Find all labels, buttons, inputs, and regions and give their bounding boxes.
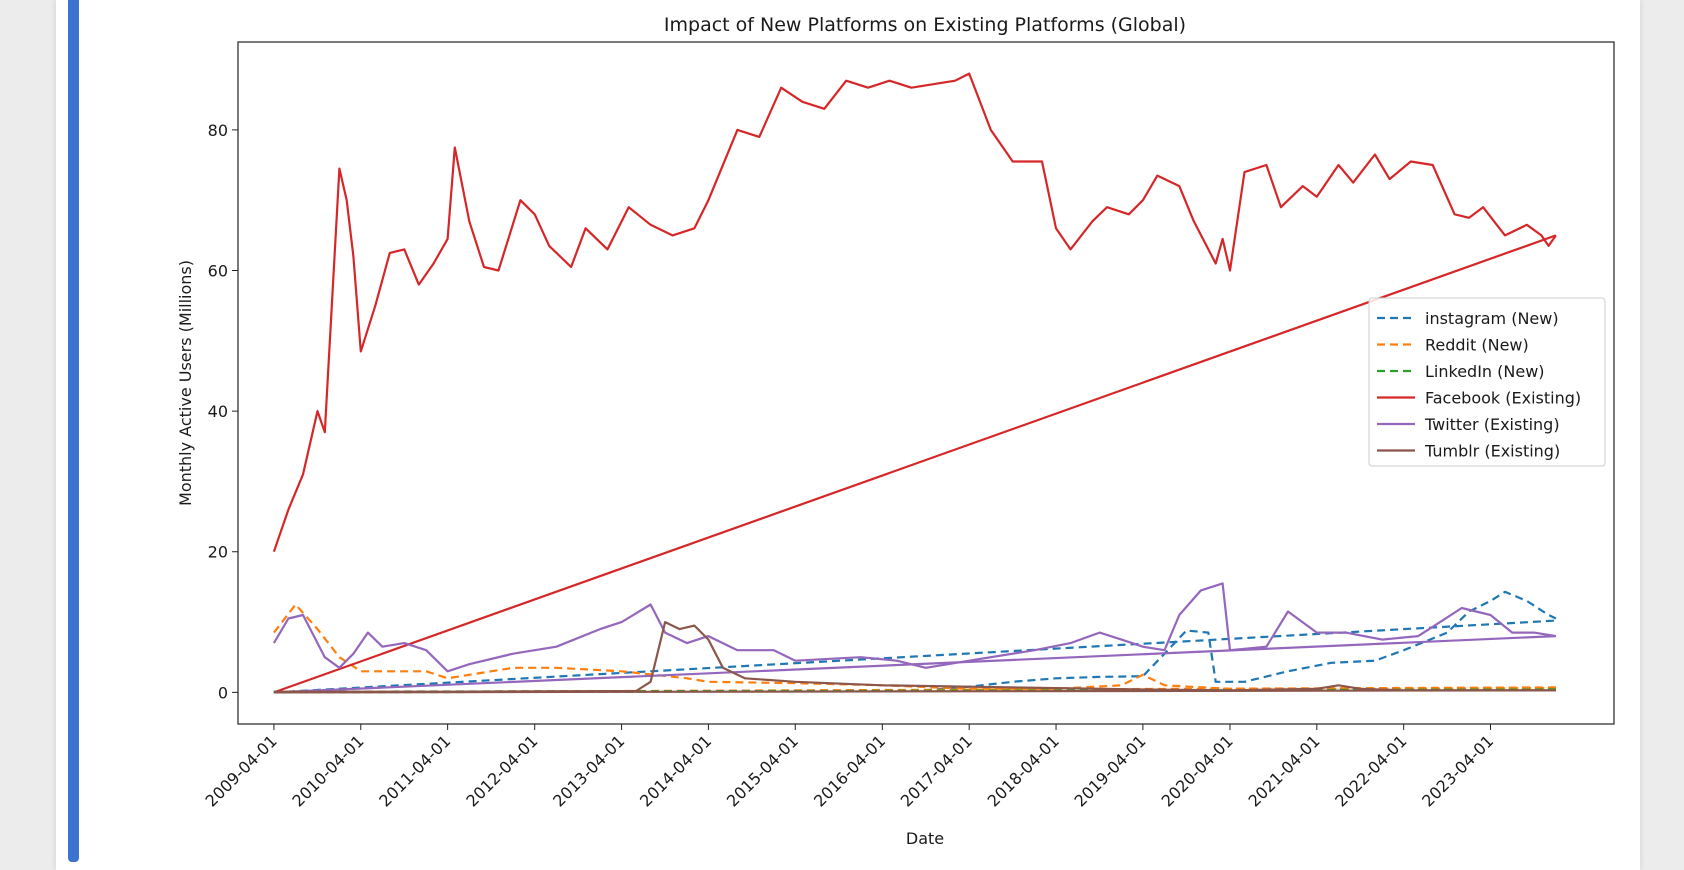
x-tick-label: 2020-04-01	[1158, 731, 1237, 810]
x-tick-label: 2013-04-01	[549, 731, 628, 810]
legend-label-tumblr-existing: Tumblr (Existing)	[1424, 442, 1560, 461]
x-tick-label: 2010-04-01	[288, 731, 367, 810]
x-tick-label: 2016-04-01	[810, 731, 889, 810]
x-tick-label: 2022-04-01	[1331, 731, 1410, 810]
accent-bar	[68, 0, 79, 862]
y-tick-label: 0	[218, 683, 228, 702]
legend-label-reddit-new: Reddit (New)	[1425, 336, 1529, 355]
legend-label-linkedin-new: LinkedIn (New)	[1425, 362, 1545, 381]
x-tick-label: 2017-04-01	[897, 731, 976, 810]
trend-line-instagram-new	[273, 619, 1556, 694]
x-tick-label: 2009-04-01	[202, 731, 281, 810]
y-tick-label: 20	[208, 543, 228, 562]
x-tick-label: 2023-04-01	[1418, 731, 1497, 810]
x-tick-label: 2018-04-01	[984, 731, 1063, 810]
x-tick-label: 2011-04-01	[375, 731, 454, 810]
plot-area-frame	[237, 41, 1615, 725]
legend-frame	[1368, 297, 1606, 467]
x-tick-label: 2012-04-01	[462, 731, 541, 810]
series-layer	[272, 72, 1557, 694]
trend-line-facebook-existing	[273, 234, 1557, 694]
series-line-twitter-existing	[272, 582, 1557, 673]
y-tick-label: 40	[208, 402, 228, 421]
y-axis: 0 20 40 60 80	[208, 121, 238, 702]
chart-title: Impact of New Platforms on Existing Plat…	[664, 14, 1186, 36]
y-tick-label: 80	[208, 121, 228, 140]
legend: instagram (New) Reddit (New) LinkedIn (New…	[1368, 297, 1606, 467]
x-tick-label: 2014-04-01	[636, 731, 715, 810]
trend-line-twitter-existing	[273, 635, 1556, 694]
trend-line-tumblr-existing	[273, 689, 1556, 694]
series-line-facebook-existing	[272, 72, 1557, 553]
x-axis-label: Date	[906, 829, 944, 848]
series-line-instagram-new	[273, 590, 1557, 693]
legend-label-twitter-existing: Twitter (Existing)	[1424, 415, 1560, 434]
series-line-reddit-new	[273, 603, 1556, 690]
y-axis-label: Monthly Active Users (Millions)	[176, 260, 195, 506]
legend-label-facebook-existing: Facebook (Existing)	[1425, 389, 1581, 408]
y-tick-label: 60	[208, 262, 228, 281]
legend-label-instagram-new: instagram (New)	[1425, 309, 1559, 328]
x-axis: 2009-04-01 2010-04-01 2011-04-01 2012-04-01…	[202, 724, 1497, 811]
x-tick-label: 2021-04-01	[1244, 731, 1323, 810]
x-tick-label: 2019-04-01	[1071, 731, 1150, 810]
series-line-tumblr-existing	[273, 620, 1556, 693]
x-tick-label: 2015-04-01	[723, 731, 802, 810]
